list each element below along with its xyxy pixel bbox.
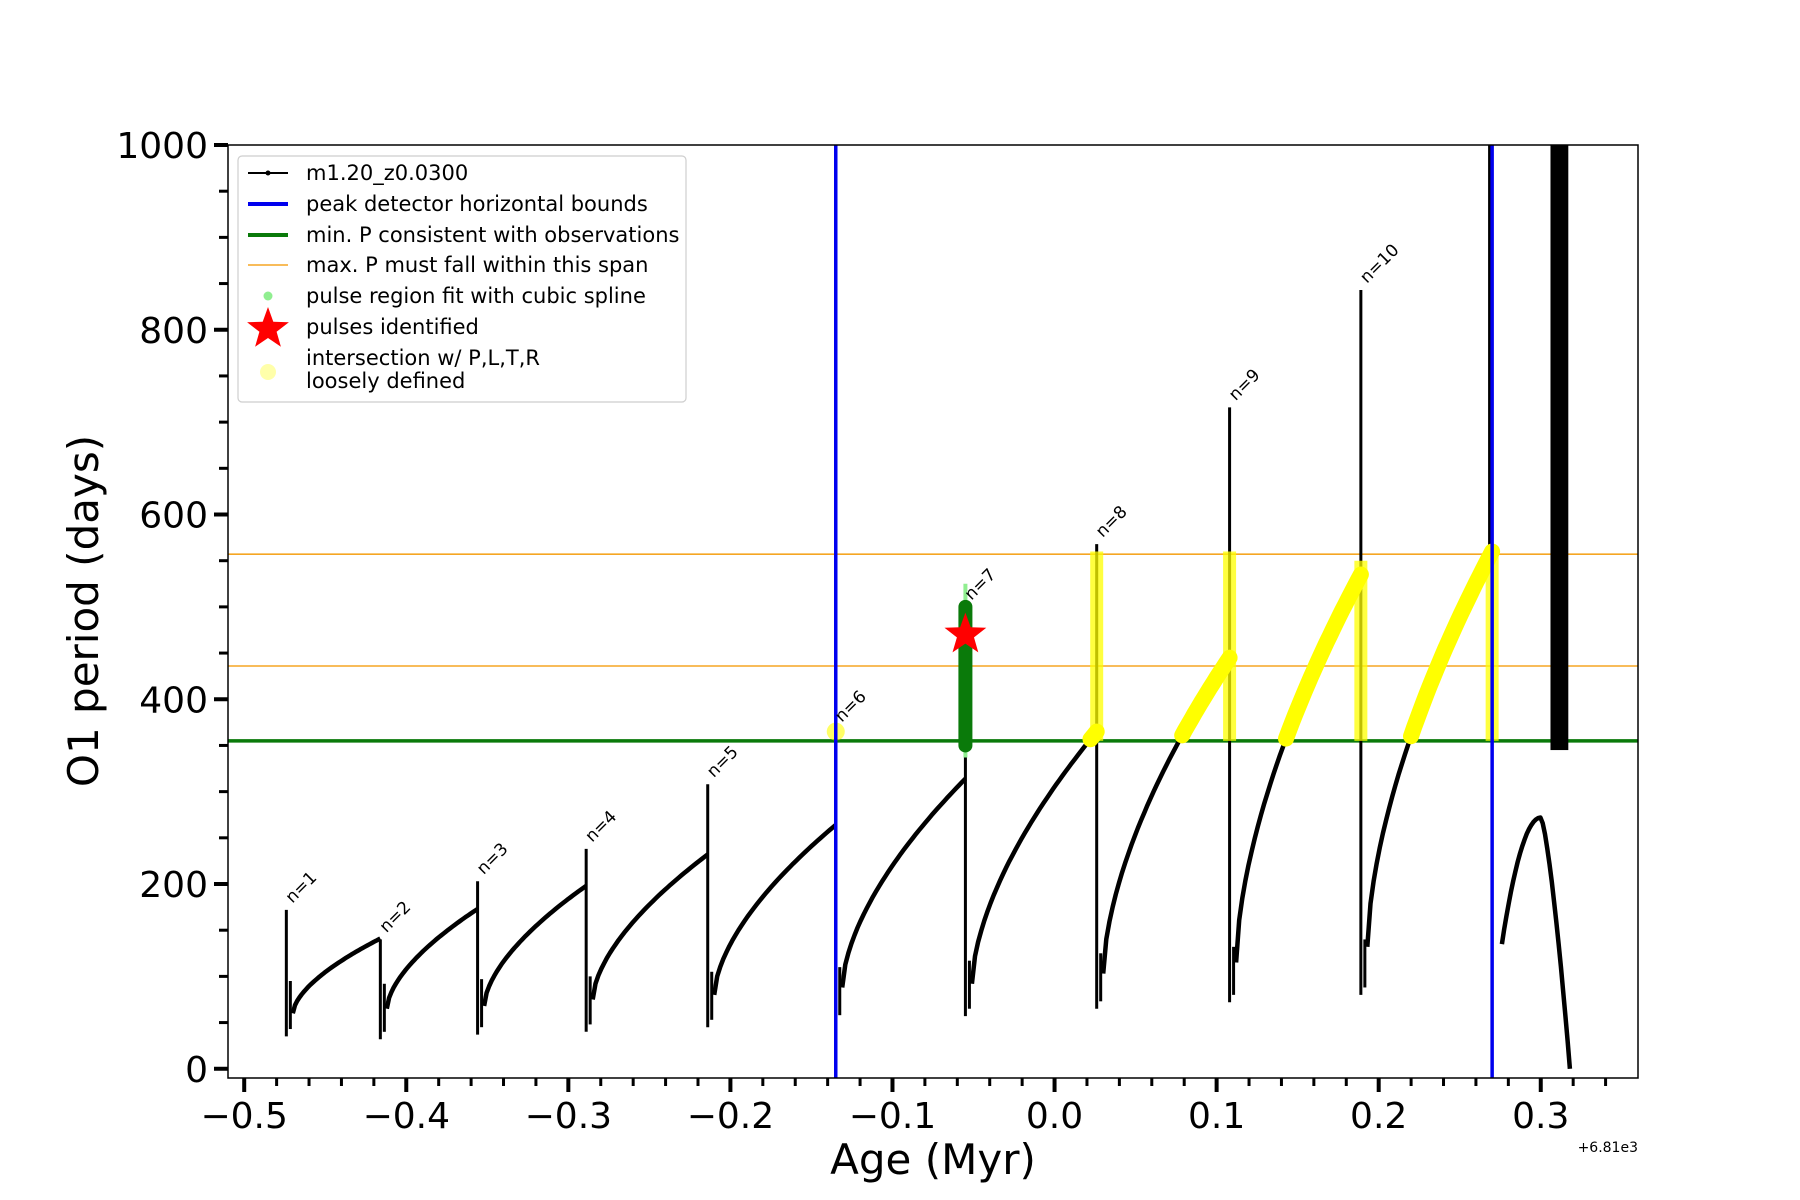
pulse-identified-star (944, 612, 987, 653)
x-tick-label-3: −0.3 (525, 1096, 612, 1137)
intersection-arc-10 (1403, 543, 1501, 745)
track-segment-5 (711, 823, 838, 996)
x-tick-label-8: 0.2 (1350, 1096, 1407, 1137)
x-axis-offset-label: +6.81e3 (1578, 1140, 1638, 1156)
legend-entry-7-label: intersection w/ P,L,T,R (306, 346, 540, 370)
axes-layer: −0.5 −0.4 −0.3 −0.2 −0.1 0.0 0.1 0.2 0.3 0 200 400 6… (116, 126, 1608, 1137)
legend-entry-2-label: peak detector horizontal bounds (306, 192, 648, 216)
x-tick-label-1: −0.5 (200, 1096, 287, 1137)
x-axis-title: Age (Myr) (830, 1135, 1036, 1184)
x-tick-label-6: 0.0 (1026, 1096, 1083, 1137)
intersection-arc-8 (1174, 649, 1238, 744)
y-tick-label-2: 200 (139, 865, 208, 906)
x-tick-label-2: −0.4 (363, 1096, 450, 1137)
track-segment-4 (590, 852, 710, 1000)
track-segment-7 (969, 730, 1099, 985)
y-axis-title: O1 period (days) (59, 435, 108, 787)
track-segment-1 (290, 936, 382, 1014)
legend-entry-4-label: max. P must fall within this span (306, 253, 648, 277)
legend-entry-7-label-2: loosely defined (306, 369, 465, 393)
x-tick-label-5: −0.1 (849, 1096, 936, 1137)
track-segment-3 (481, 884, 588, 1007)
data-layer: n=1n=2n=3n=4n=5n=6n=7n=8n=9n=10 (228, 145, 1638, 1078)
legend-entry-3-label: min. P consistent with observations (306, 223, 679, 247)
y-tick-label-6: 1000 (116, 126, 208, 167)
track-segment-final (1499, 815, 1573, 1069)
legend-entry-5-label: pulse region fit with cubic spline (306, 284, 646, 308)
x-tick-label-9: 0.3 (1512, 1096, 1569, 1137)
x-tick-label-7: 0.1 (1188, 1096, 1245, 1137)
dense-oscillation-band (1550, 145, 1569, 751)
x-tick-label-4: −0.2 (687, 1096, 774, 1137)
legend-box (237, 155, 687, 403)
track-segment-2 (384, 907, 479, 1010)
late-strip (1488, 145, 1492, 552)
legend-entry-1-label: m1.20_z0.0300 (306, 161, 468, 186)
intersection-arc-9 (1278, 566, 1369, 747)
plot-frame (227, 144, 1639, 1079)
legend-entry-1-handle-dot (265, 170, 271, 176)
y-tick-label-4: 600 (139, 496, 208, 537)
intersection-regions (826, 543, 1501, 748)
legend-entry-6-label: pulses identified (306, 315, 479, 339)
legend-entry-6-handle (247, 307, 289, 347)
track-segment-6 (839, 777, 967, 988)
y-tick-label-3: 400 (139, 680, 208, 721)
legend-entry-7-handle (260, 364, 276, 380)
y-tick-label-5: 800 (139, 311, 208, 352)
legend-entry-5-handle (263, 291, 273, 301)
y-tick-label-1: 0 (185, 1050, 208, 1091)
